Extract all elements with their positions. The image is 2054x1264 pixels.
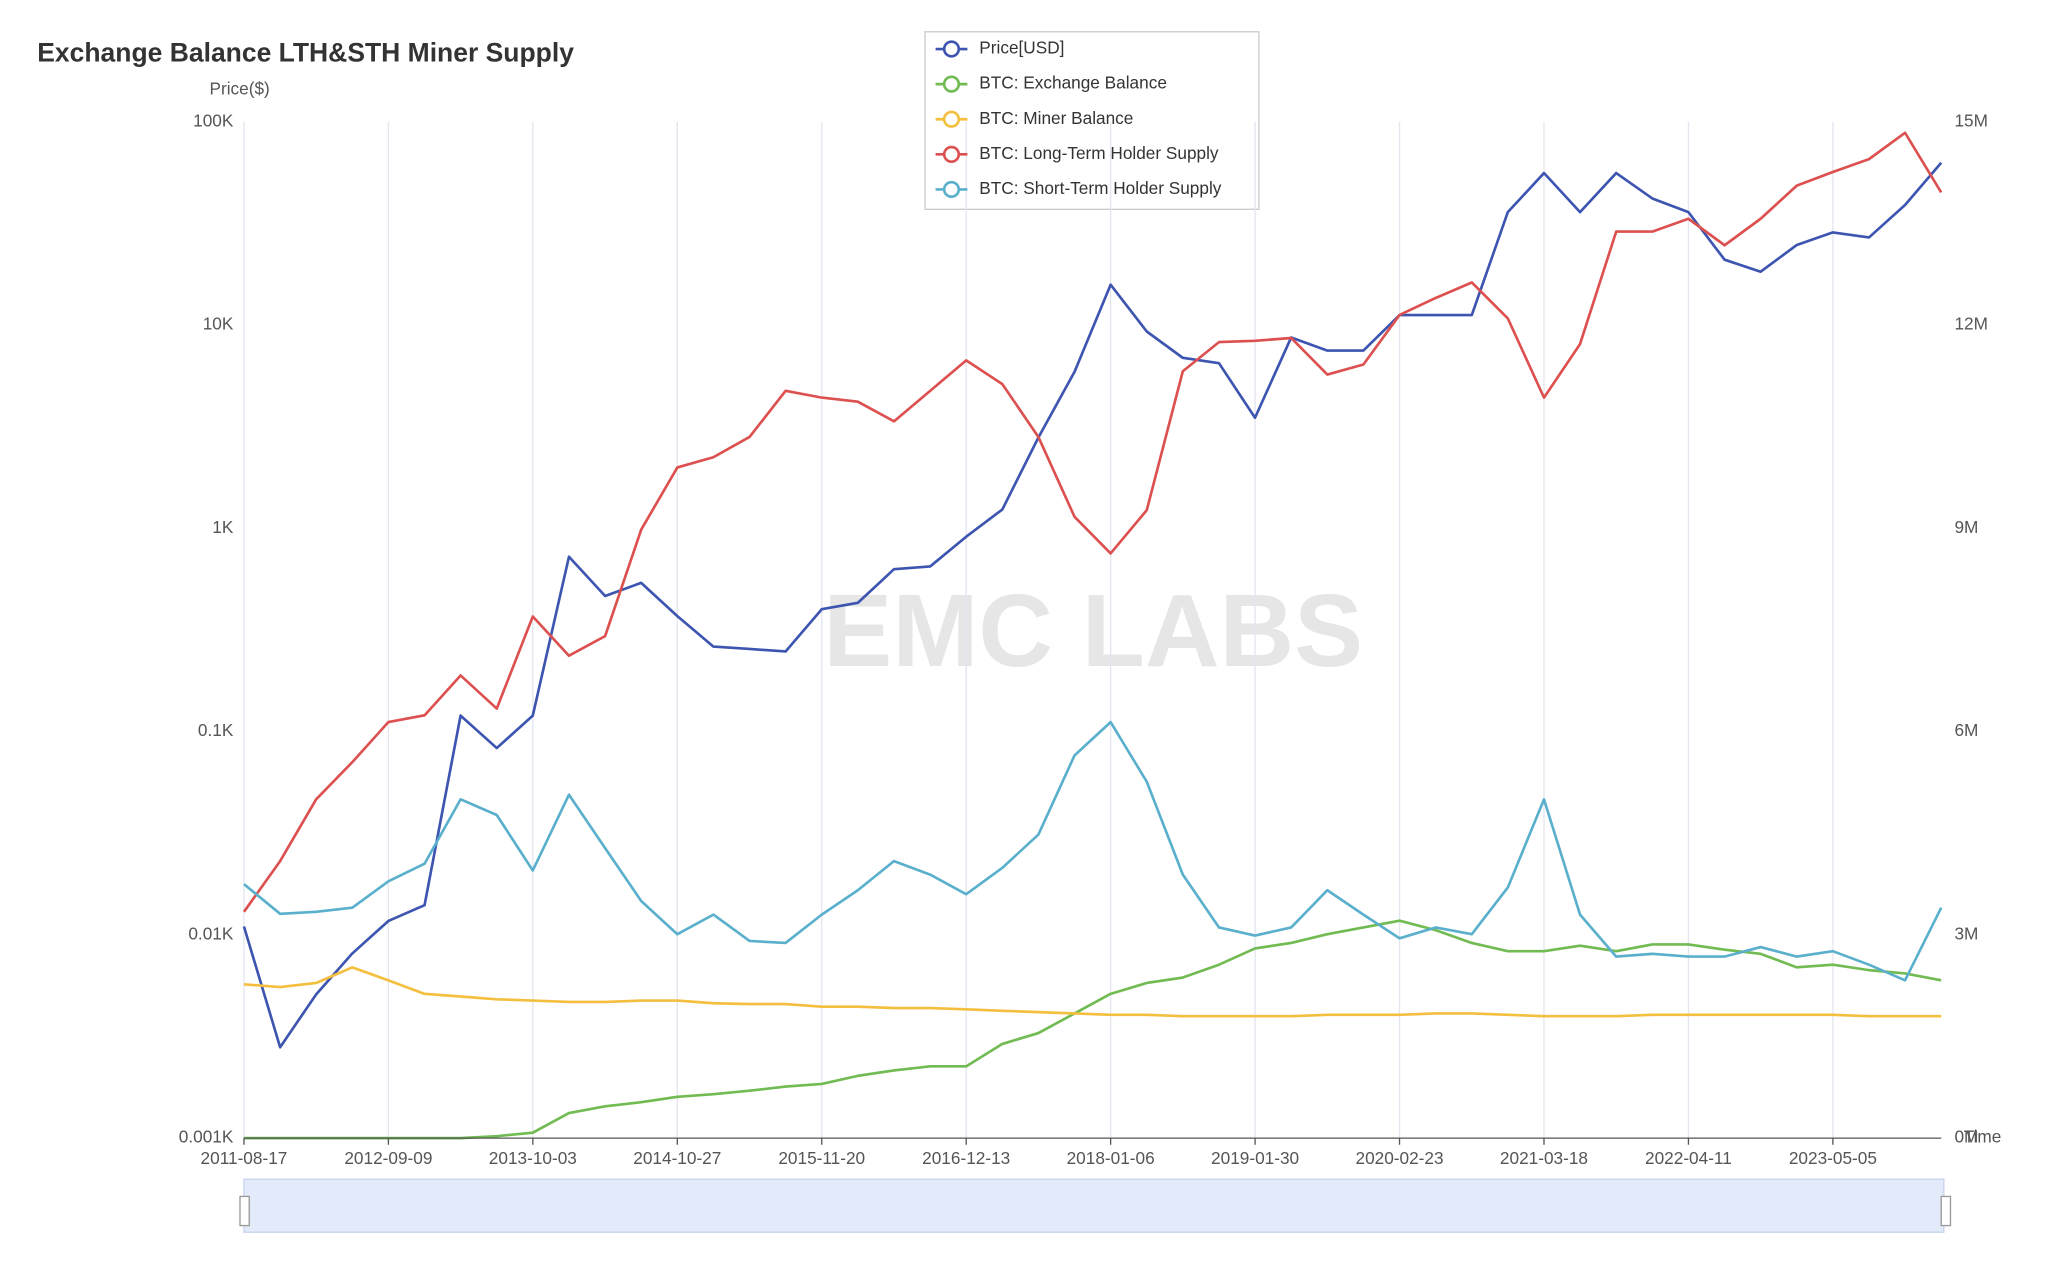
series-line [242,131,1943,913]
zoom-handle[interactable] [239,1195,250,1227]
legend-label: BTC: Exchange Balance [979,73,1167,93]
y-axis-title: Price($) [210,79,270,99]
legend-icon [942,75,961,93]
x-tick-label: 2023-05-05 [1789,1148,1877,1168]
series-line [242,161,1943,1049]
plot-area [242,121,1943,1140]
y2-tick-label: 15M [1954,110,1988,130]
y-tick-label: 0.1K [198,720,234,740]
chart-title: Exchange Balance LTH&STH Miner Supply [37,37,574,67]
y-tick-label: 0.01K [188,923,234,943]
y2-tick-label: 9M [1954,517,1978,537]
legend-icon [942,145,961,163]
x-tick-label: 2021-03-18 [1500,1148,1588,1168]
x-tick-label: 2013-10-03 [489,1148,577,1168]
x-tick-label: 2019-01-30 [1211,1148,1299,1168]
y-tick-label: 10K [203,314,234,334]
series-line [243,720,1943,982]
y2-tick-label: 3M [1954,923,1978,943]
y2-tick-label: 0M [1954,1127,1978,1147]
x-tick-label: 2018-01-06 [1067,1148,1155,1168]
legend-label: BTC: Long-Term Holder Supply [979,143,1219,163]
zoom-handle[interactable] [1940,1195,1952,1227]
legend-label: BTC: Miner Balance [979,108,1133,128]
y2-tick-label: 6M [1954,720,1978,740]
x-axis-title: Time [1964,1127,2002,1147]
x-tick-label: 2011-08-17 [201,1148,288,1168]
legend-box [924,31,1260,211]
x-tick-label: 2015-11-20 [778,1148,865,1168]
zoom-slider[interactable] [243,1178,1945,1233]
y-tick-label: 100K [193,110,234,130]
legend-label: BTC: Short-Term Holder Supply [979,178,1221,198]
legend-icon [942,40,961,58]
x-tick-label: 2020-02-23 [1355,1148,1443,1168]
series-line [243,919,1942,1140]
x-tick-label: 2016-12-13 [922,1148,1010,1168]
x-tick-label: 2022-04-11 [1645,1148,1732,1168]
watermark: EMC LABS [823,572,1363,688]
y-tick-label: 0.001K [179,1127,234,1147]
legend-icon [942,110,961,128]
y-tick-label: 1K [212,517,234,537]
x-tick-label: 2014-10-27 [633,1148,721,1168]
x-tick-label: 2012-09-09 [344,1148,432,1168]
legend-icon [942,180,961,199]
series-line [243,966,1942,1018]
y2-tick-label: 12M [1954,314,1988,334]
legend-label: Price[USD] [979,38,1064,58]
